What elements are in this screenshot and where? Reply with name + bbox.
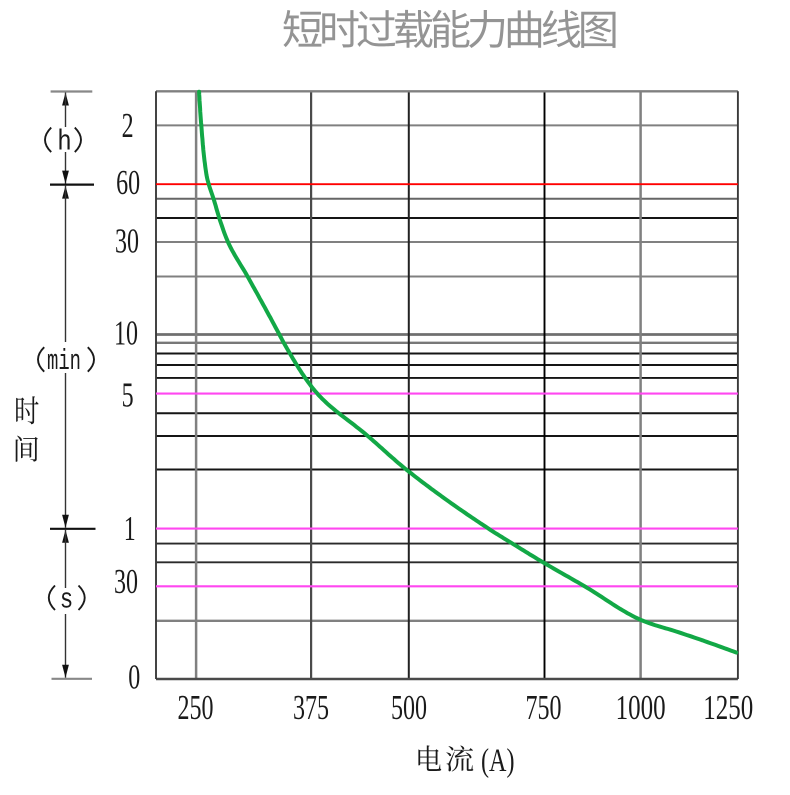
svg-text:10: 10 — [114, 313, 138, 353]
svg-text:750: 750 — [526, 687, 562, 727]
svg-text:min: min — [47, 345, 81, 378]
svg-text:(A): (A) — [481, 743, 515, 779]
svg-text:1250: 1250 — [703, 687, 753, 727]
svg-text:30: 30 — [114, 561, 138, 601]
svg-text:500: 500 — [391, 687, 427, 727]
svg-text:2: 2 — [122, 105, 134, 145]
svg-text:s: s — [60, 584, 73, 617]
svg-text:5: 5 — [122, 375, 134, 415]
svg-text:375: 375 — [293, 687, 329, 727]
svg-text:250: 250 — [178, 687, 214, 727]
svg-text:0: 0 — [128, 657, 140, 697]
svg-text:1: 1 — [124, 508, 136, 548]
svg-text:h: h — [57, 126, 71, 159]
svg-text:30: 30 — [115, 220, 139, 260]
svg-text:1000: 1000 — [616, 687, 666, 727]
svg-text:60: 60 — [116, 162, 140, 202]
